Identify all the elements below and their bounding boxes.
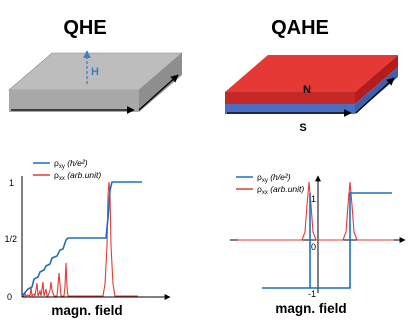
qahe-slab-front-blue: [225, 104, 355, 114]
qhe-tick-one: 1: [9, 178, 14, 188]
qahe-current-side: [355, 77, 395, 114]
qahe-tick-zero: 0: [311, 242, 316, 252]
qhe-tick-half: 1/2: [4, 234, 17, 244]
qahe-legend-xx: ρxx (arb.unit): [257, 184, 304, 196]
qahe-slab: [225, 55, 398, 117]
qahe-slab-side-red: [355, 55, 398, 104]
qahe-rho-xx-curve: [238, 181, 394, 241]
qahe-xlabel: magn. field: [275, 301, 346, 316]
qahe-rho-xy-curve: [262, 192, 392, 289]
qhe-slab: [8, 52, 183, 114]
qahe-title: QAHE: [271, 17, 329, 39]
qahe-tick-one: 1: [311, 194, 316, 204]
qhe-plot: 1 1/2 0 ρxy (h/e²) ρxx (arb.unit) magn. …: [4, 158, 171, 318]
qhe-rho-xx-curve: [22, 181, 138, 298]
qhe-xlabel: magn. field: [51, 303, 122, 318]
qhe-title: QHE: [63, 17, 106, 39]
qahe-legend: ρxy (h/e²) ρxx (arb.unit): [236, 172, 304, 196]
qhe-slab-front: [9, 90, 139, 112]
qahe-plot: 1 0 -1 ρxy (h/e²) ρxx (arb.unit) magn. f…: [230, 172, 406, 316]
qhe-legend: ρxy (h/e²) ρxx (arb.unit): [33, 158, 101, 182]
field-label: H: [91, 66, 99, 78]
qahe-panel: QAHE N S 1 0 -1 ρxy (h/e²) ρxx (arb.u: [225, 17, 406, 316]
qahe-legend-xy: ρxy (h/e²): [257, 172, 291, 184]
qhe-legend-xx: ρxx (arb.unit): [54, 170, 101, 182]
qahe-tick-minus-one: -1: [308, 289, 316, 299]
qahe-pole-south: S: [299, 122, 306, 134]
qahe-pole-north: N: [303, 84, 311, 96]
qhe-tick-zero: 0: [7, 292, 12, 302]
qhe-legend-xy: ρxy (h/e²): [54, 158, 88, 170]
qhe-current-side: [138, 74, 179, 111]
qhe-slab-side: [139, 53, 182, 112]
qahe-slab-front-red: [225, 92, 355, 104]
qhe-panel: QHE H 1 1/2 0 ρxy (h/e²) ρxx (arb.unit): [4, 17, 183, 318]
qhe-rho-xy-curve: [21, 181, 142, 297]
qahe-slab-top: [225, 55, 398, 92]
